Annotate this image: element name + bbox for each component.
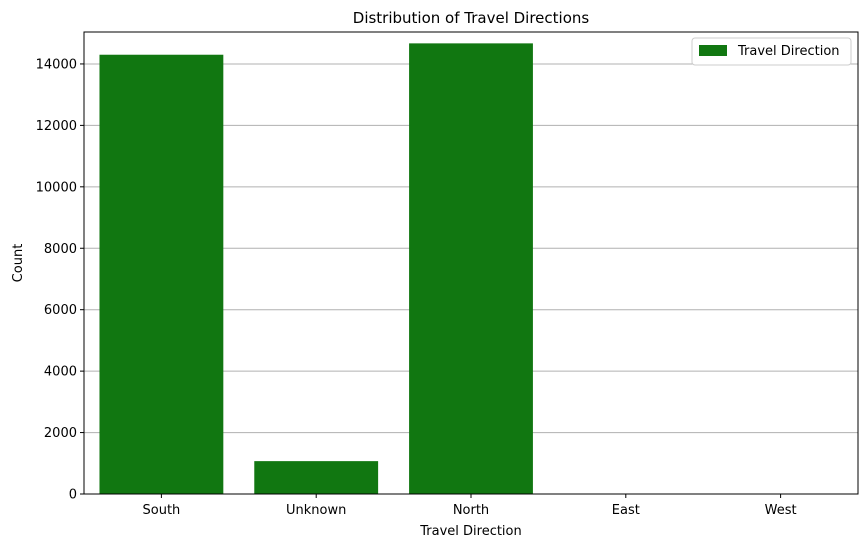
x-axis-ticks: South Unknown North East West xyxy=(143,494,797,518)
bar-north xyxy=(409,43,533,494)
bar-unknown xyxy=(254,461,379,494)
x-tick-label: South xyxy=(143,503,181,518)
x-tick-label: West xyxy=(765,503,797,518)
x-tick-label: Unknown xyxy=(286,503,346,518)
y-tick-label: 4000 xyxy=(44,365,77,380)
y-axis-ticks: 0 2000 4000 6000 8000 10000 12000 14000 xyxy=(36,57,84,503)
y-axis-label: Count xyxy=(11,244,26,283)
y-tick-label: 2000 xyxy=(44,426,77,441)
legend-frame xyxy=(691,37,852,66)
x-tick-label: East xyxy=(612,503,640,518)
y-tick-label: 14000 xyxy=(36,57,77,72)
bars xyxy=(99,43,533,494)
legend-swatch xyxy=(699,45,727,56)
y-tick-label: 12000 xyxy=(36,119,77,134)
bar-south xyxy=(99,54,224,494)
plot-frame xyxy=(83,31,859,495)
y-tick-label: 8000 xyxy=(44,242,77,257)
x-tick-label: North xyxy=(453,503,489,518)
y-tick-label: 10000 xyxy=(36,180,77,195)
legend: Travel Direction xyxy=(691,37,852,66)
chart-title: Distribution of Travel Directions xyxy=(353,9,590,27)
legend-label: Travel Direction xyxy=(737,44,840,59)
y-tick-label: 6000 xyxy=(44,303,77,318)
y-tick-label: 0 xyxy=(69,488,77,503)
x-axis-label: Travel Direction xyxy=(419,524,522,539)
